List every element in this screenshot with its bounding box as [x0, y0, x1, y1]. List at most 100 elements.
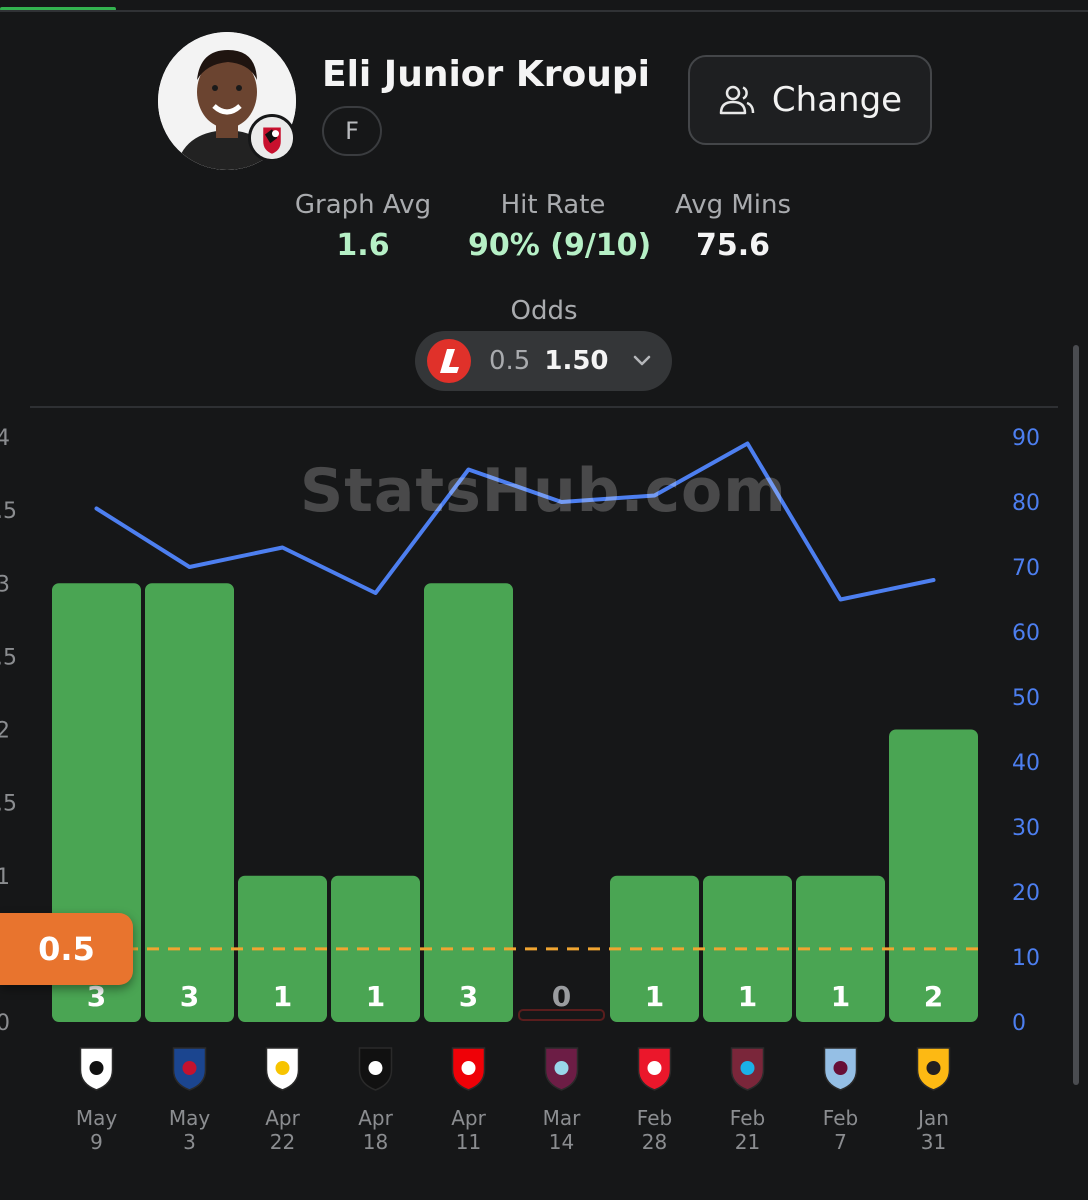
right-axis-tick: 90	[1012, 426, 1040, 451]
x-label-day: 9	[90, 1130, 103, 1154]
threshold-badge[interactable]: 0.5	[0, 913, 133, 985]
crest-emblem	[182, 1061, 197, 1075]
crest-emblem	[554, 1061, 569, 1075]
x-label-day: 11	[456, 1130, 481, 1154]
bar-value-label: 3	[459, 980, 478, 1013]
minutes-line-group	[94, 441, 936, 602]
odds-line: 0.5	[489, 346, 531, 376]
newcastle-icon	[358, 1047, 393, 1091]
sunderland-icon	[637, 1047, 672, 1091]
right-axis-tick: 10	[1012, 946, 1040, 971]
x-label-month: Mar	[543, 1106, 582, 1130]
left-axis-tick: 2	[0, 719, 10, 744]
right-axis-tick: 0	[1012, 1011, 1026, 1036]
x-label-month: May	[76, 1106, 118, 1130]
wolves-icon	[916, 1047, 951, 1091]
west-ham-icon	[730, 1047, 765, 1091]
users-icon	[719, 85, 755, 115]
player-name: Eli Junior Kroupi	[322, 54, 650, 95]
left-axis-tick: .5	[0, 499, 17, 524]
left-axis-tick: 4	[0, 426, 10, 451]
graph-avg-value: 1.6	[336, 228, 390, 263]
arsenal-icon	[451, 1047, 486, 1091]
leeds-icon	[265, 1047, 300, 1091]
crest-emblem	[89, 1061, 104, 1075]
x-label-month: Feb	[823, 1106, 858, 1130]
right-axis-tick: 30	[1012, 816, 1040, 841]
crystal-palace-icon	[172, 1047, 207, 1091]
x-label-month: Feb	[730, 1106, 765, 1130]
x-label-day: 14	[549, 1130, 574, 1154]
odds-selector[interactable]: 0.5 1.50	[415, 331, 672, 391]
avg-mins-value: 75.6	[695, 228, 771, 263]
burnley-icon	[544, 1047, 579, 1091]
x-label-day: 21	[735, 1130, 760, 1154]
odds-price: 1.50	[544, 346, 609, 376]
x-label-month: Feb	[637, 1106, 672, 1130]
bar	[331, 875, 420, 1022]
crest-emblem	[461, 1061, 476, 1075]
change-player-button[interactable]: Change	[688, 55, 932, 145]
crest-emblem	[368, 1061, 383, 1075]
player-avatar	[158, 32, 296, 170]
scrollbar[interactable]	[1073, 345, 1079, 1085]
x-label-month: Apr	[358, 1106, 393, 1130]
stat-avg-mins: Avg Mins 75.6	[660, 190, 806, 263]
bar-value-label: 1	[645, 980, 664, 1013]
x-label-day: 7	[834, 1130, 847, 1154]
right-axis-tick: 50	[1012, 686, 1040, 711]
bookmaker-logo-icon	[427, 339, 471, 383]
crest-emblem	[647, 1061, 662, 1075]
bars	[52, 583, 978, 1022]
hit-rate-value: 90% (9/10)	[468, 228, 652, 263]
x-label-day: 22	[270, 1130, 295, 1154]
x-axis-labels: May9May3Apr22Apr18Apr11Mar14Feb28Feb21Fe…	[76, 1106, 949, 1154]
graph-avg-label: Graph Avg	[294, 190, 432, 220]
bar-value-label: 3	[87, 980, 106, 1013]
aston-villa-icon	[823, 1047, 858, 1091]
x-label-month: May	[169, 1106, 211, 1130]
x-label-month: Apr	[451, 1106, 486, 1130]
bar-value-label: 0	[552, 980, 571, 1013]
watermark: StatsHub.com	[300, 456, 787, 526]
bar	[424, 583, 513, 1022]
club-crest-icon	[248, 114, 296, 162]
active-tab-indicator	[0, 7, 116, 11]
right-axis-tick: 20	[1012, 881, 1040, 906]
bar-value-label: 1	[273, 980, 292, 1013]
odds-label: Odds	[510, 296, 578, 326]
bar-value-label: 1	[738, 980, 757, 1013]
left-axis-tick: 0	[0, 1011, 10, 1036]
bar-value-label: 3	[180, 980, 199, 1013]
minutes-line	[94, 441, 936, 602]
left-axis-tick: .5	[0, 645, 17, 670]
stat-graph-avg: Graph Avg 1.6	[280, 190, 446, 263]
chevron-down-icon	[633, 355, 650, 366]
left-axis-tick: .5	[0, 792, 17, 817]
bar	[52, 583, 141, 1022]
bar-value-label: 2	[924, 980, 943, 1013]
x-label-month: Apr	[265, 1106, 300, 1130]
x-label-day: 18	[363, 1130, 388, 1154]
avg-mins-label: Avg Mins	[674, 190, 792, 220]
x-label-day: 3	[183, 1130, 196, 1154]
bar	[145, 583, 234, 1022]
left-axis-tick: 3	[0, 572, 10, 597]
opponent-icons	[79, 1047, 951, 1091]
right-axis-tick: 60	[1012, 621, 1040, 646]
position-badge: F	[322, 106, 382, 156]
x-label-month: Jan	[916, 1106, 949, 1130]
crest-emblem	[275, 1061, 290, 1075]
chart-divider	[30, 406, 1058, 408]
bar-value-labels: 3 3 1 1 3 0 1 1 1 2	[87, 980, 943, 1013]
x-label-day: 31	[921, 1130, 946, 1154]
left-axis-tick: 1	[0, 865, 10, 890]
top-divider	[0, 10, 1088, 12]
hit-rate-label: Hit Rate	[500, 190, 606, 220]
right-axis-tick: 40	[1012, 751, 1040, 776]
x-label-day: 28	[642, 1130, 667, 1154]
bar	[518, 1009, 605, 1021]
right-axis-tick: 80	[1012, 491, 1040, 516]
crest-emblem	[833, 1061, 848, 1075]
